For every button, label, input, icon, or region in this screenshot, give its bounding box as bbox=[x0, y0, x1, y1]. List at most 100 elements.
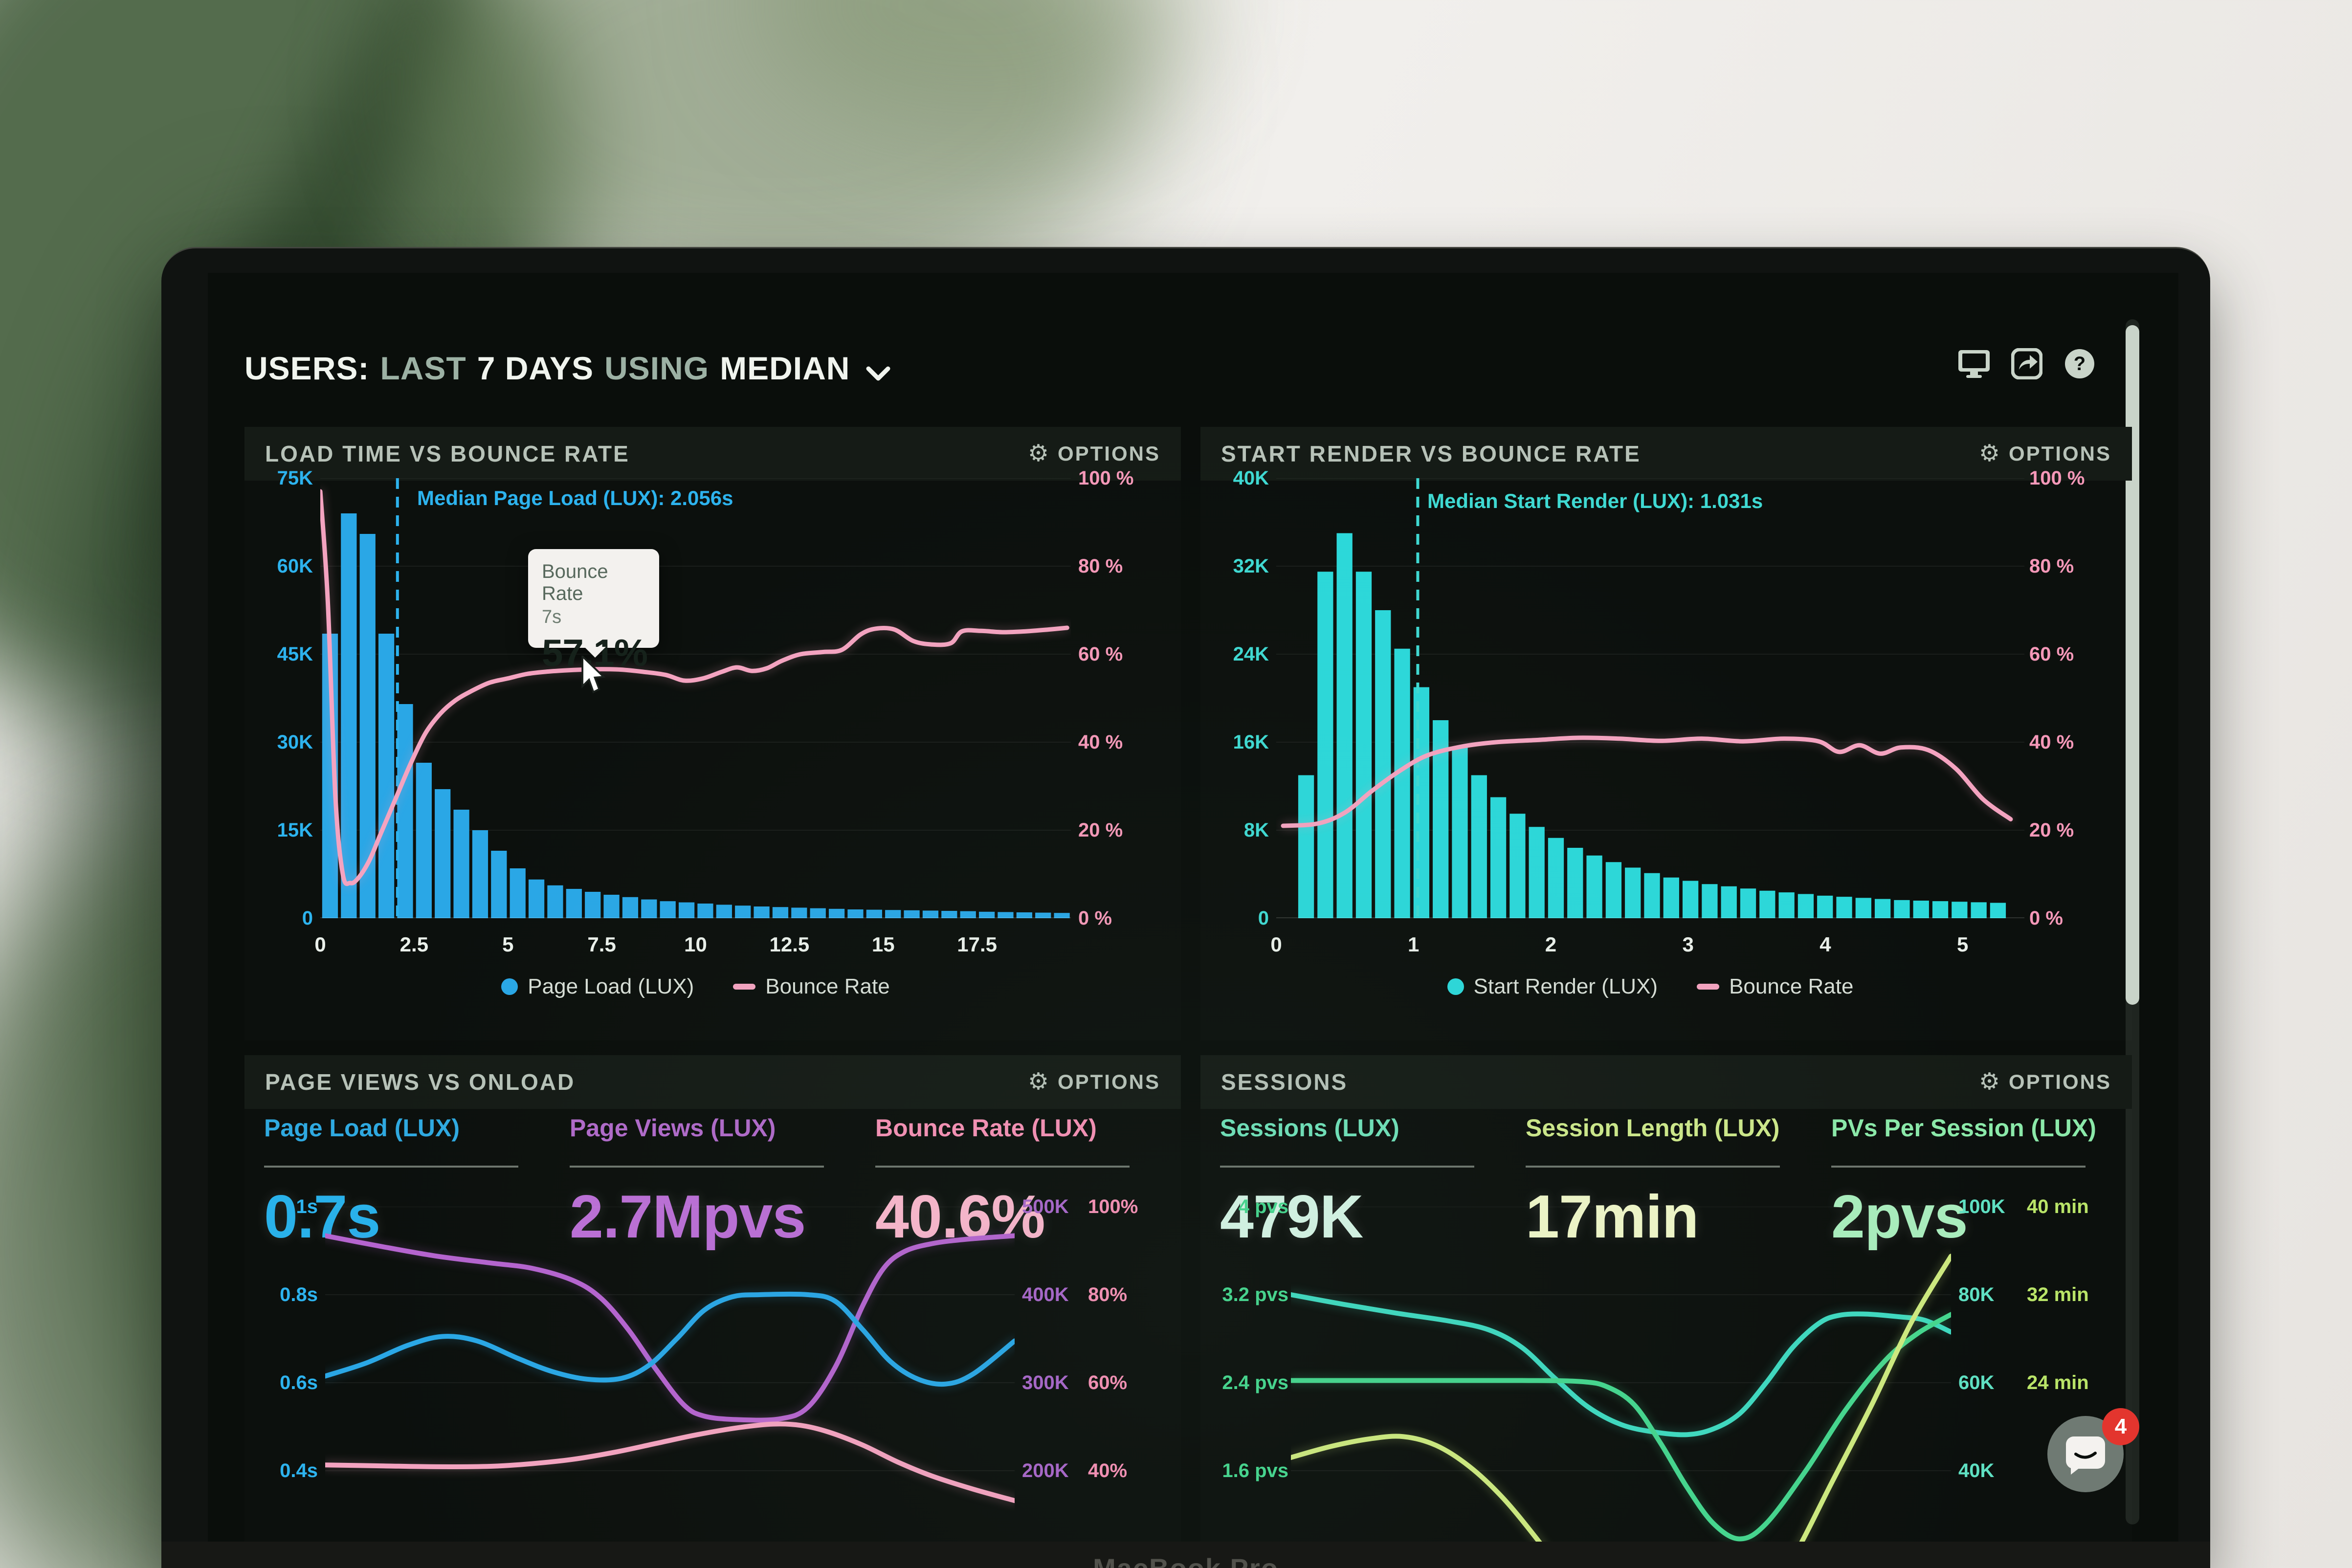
metric-value: 479K bbox=[1220, 1183, 1363, 1251]
gear-icon: ⚙ bbox=[1027, 1069, 1049, 1095]
x-axis-tick: 15 bbox=[871, 933, 895, 956]
axis-tick: 60% bbox=[1088, 1372, 1128, 1393]
x-axis-tick: 7.5 bbox=[587, 933, 616, 956]
chart-legend: Page Load (LUX) Bounce Rate bbox=[320, 974, 1071, 999]
metric-divider bbox=[570, 1166, 824, 1168]
y-axis-right-pct: 100% 80% 60% 40% bbox=[1088, 1196, 1152, 1542]
options-button[interactable]: ⚙ OPTIONS bbox=[1978, 1069, 2111, 1095]
axis-tick: 40K bbox=[1233, 467, 1269, 489]
mouse-cursor-icon bbox=[581, 654, 607, 698]
page-views-chart[interactable] bbox=[325, 1207, 1015, 1542]
axis-tick: 3.2 pvs bbox=[1222, 1284, 1288, 1305]
median-annotation: Median Start Render (LUX): 1.031s bbox=[1427, 489, 1763, 512]
axis-tick: 80 % bbox=[2029, 555, 2074, 577]
chat-widget-button[interactable]: 4 bbox=[2047, 1408, 2139, 1492]
axis-tick: 100K bbox=[1958, 1196, 2005, 1217]
options-button[interactable]: ⚙ OPTIONS bbox=[1978, 441, 2111, 466]
metric-value: 2pvs bbox=[1831, 1183, 1968, 1251]
scrollbar-track[interactable] bbox=[2126, 319, 2139, 1524]
axis-tick: 40 % bbox=[1078, 731, 1123, 753]
load-time-chart[interactable] bbox=[320, 478, 1071, 918]
gear-icon: ⚙ bbox=[1978, 441, 2000, 466]
x-axis-tick: 0 bbox=[314, 933, 326, 956]
metric-value: 2.7Mpvs bbox=[570, 1183, 806, 1251]
x-axis-tick: 0 bbox=[1270, 933, 1282, 956]
metric-divider bbox=[1220, 1166, 1474, 1168]
axis-tick: 30K bbox=[277, 731, 313, 753]
chat-badge: 4 bbox=[2102, 1408, 2139, 1445]
x-axis-tick: 12.5 bbox=[769, 933, 810, 956]
legend-label: Bounce Rate bbox=[1729, 974, 1854, 998]
x-axis-tick: 10 bbox=[684, 933, 707, 956]
gear-icon: ⚙ bbox=[1027, 441, 1049, 466]
metric-label: Page Views (LUX) bbox=[570, 1114, 776, 1142]
legend-dot-icon bbox=[501, 978, 518, 995]
axis-tick: 20 % bbox=[1078, 819, 1123, 841]
legend-label: Start Render (LUX) bbox=[1473, 974, 1658, 998]
metric-divider bbox=[875, 1166, 1130, 1168]
metric-label: Session Length (LUX) bbox=[1526, 1114, 1780, 1142]
axis-tick: 100% bbox=[1088, 1196, 1138, 1217]
axis-tick: 24K bbox=[1233, 643, 1269, 665]
plant-blur bbox=[758, 0, 1198, 132]
users-range-dropdown[interactable]: USERS: LAST 7 DAYS USING MEDIAN bbox=[244, 341, 891, 395]
options-button[interactable]: ⚙ OPTIONS bbox=[1027, 441, 1160, 466]
axis-tick: 400K bbox=[1022, 1284, 1069, 1305]
header-median-label: MEDIAN bbox=[720, 350, 850, 386]
y-axis-left: 4 pvs 3.2 pvs 2.4 pvs 1.6 pvs bbox=[1200, 1196, 1288, 1542]
metric-value: 17min bbox=[1526, 1183, 1699, 1251]
share-icon[interactable] bbox=[2010, 347, 2043, 380]
y-axis-left: 40K 32K 24K 16K 8K 0 bbox=[1200, 467, 1269, 929]
axis-tick: 100 % bbox=[2029, 467, 2085, 489]
panel-start-render: START RENDER VS BOUNCE RATE ⚙ OPTIONS 40… bbox=[1200, 427, 2132, 1040]
axis-tick: 60K bbox=[1958, 1372, 1995, 1393]
header-last-label: LAST bbox=[380, 350, 466, 386]
metric-divider bbox=[264, 1166, 518, 1168]
x-axis-tick: 4 bbox=[1819, 933, 1831, 956]
sessions-chart[interactable] bbox=[1291, 1207, 1951, 1542]
x-axis-tick: 2 bbox=[1545, 933, 1557, 956]
x-axis-tick: 1 bbox=[1408, 933, 1420, 956]
panel-title: START RENDER VS BOUNCE RATE bbox=[1221, 441, 1641, 466]
y-axis-right-min: 40 min 32 min 24 min bbox=[2027, 1196, 2115, 1542]
axis-tick: 0 % bbox=[2029, 907, 2063, 929]
svg-text:?: ? bbox=[2074, 353, 2086, 375]
axis-tick: 60 % bbox=[1078, 643, 1123, 665]
axis-tick: 0.8s bbox=[280, 1284, 318, 1305]
legend-dash-icon bbox=[733, 984, 756, 990]
y-axis-right-k: 500K 400K 300K 200K bbox=[1022, 1196, 1086, 1542]
chart-tooltip: Bounce Rate 7s 57.1% bbox=[528, 549, 659, 674]
help-icon[interactable]: ? bbox=[2063, 347, 2096, 380]
axis-tick: 40 min bbox=[2027, 1196, 2089, 1217]
axis-tick: 45K bbox=[277, 643, 313, 665]
start-render-chart[interactable] bbox=[1276, 478, 2024, 918]
axis-tick: 40% bbox=[1088, 1460, 1128, 1481]
metric-divider bbox=[1526, 1166, 1780, 1168]
y-axis-left: 75K 60K 45K 30K 15K 0 bbox=[244, 467, 313, 929]
laptop-brand-text: MacBook Pro bbox=[161, 1552, 2210, 1568]
axis-tick: 1s bbox=[296, 1196, 318, 1217]
metric-label: Sessions (LUX) bbox=[1220, 1114, 1399, 1142]
axis-tick: 32 min bbox=[2027, 1284, 2089, 1305]
axis-tick: 300K bbox=[1022, 1372, 1069, 1393]
axis-tick: 2.4 pvs bbox=[1222, 1372, 1288, 1393]
axis-tick: 20 % bbox=[2029, 819, 2074, 841]
x-axis-tick: 5 bbox=[502, 933, 514, 956]
axis-tick: 60 % bbox=[2029, 643, 2074, 665]
laptop: USERS: LAST 7 DAYS USING MEDIAN ? bbox=[161, 247, 2210, 1568]
panel-title: LOAD TIME VS BOUNCE RATE bbox=[265, 441, 630, 466]
axis-tick: 80% bbox=[1088, 1284, 1128, 1305]
panel-title: SESSIONS bbox=[1221, 1069, 1348, 1095]
header-users-label: USERS: bbox=[244, 350, 370, 386]
axis-tick: 60K bbox=[277, 555, 313, 577]
options-button[interactable]: ⚙ OPTIONS bbox=[1027, 1069, 1160, 1095]
axis-tick: 8K bbox=[1243, 819, 1269, 841]
display-icon[interactable] bbox=[1957, 347, 1991, 380]
tooltip-bucket: 7s bbox=[542, 607, 562, 627]
axis-tick: 0.4s bbox=[280, 1460, 318, 1481]
chevron-down-icon bbox=[865, 353, 891, 390]
axis-tick: 40 % bbox=[2029, 731, 2074, 753]
x-axis-tick: 2.5 bbox=[399, 933, 429, 956]
axis-tick: 75K bbox=[277, 467, 313, 489]
dashboard-screen: USERS: LAST 7 DAYS USING MEDIAN ? bbox=[208, 273, 2178, 1542]
